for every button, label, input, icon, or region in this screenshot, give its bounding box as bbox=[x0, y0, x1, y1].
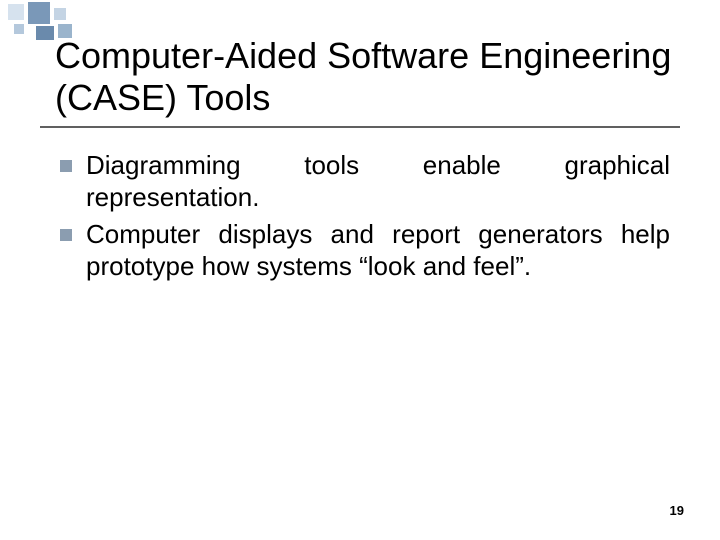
decor-square bbox=[28, 2, 50, 24]
decor-square bbox=[54, 8, 66, 20]
decor-square bbox=[14, 24, 24, 34]
decor-square bbox=[36, 26, 54, 40]
bullet-text: Diagramming tools enable graphical repre… bbox=[86, 150, 670, 213]
bullet-item: Diagramming tools enable graphical repre… bbox=[60, 150, 670, 213]
page-number: 19 bbox=[670, 503, 684, 518]
bullet-square-icon bbox=[60, 229, 72, 241]
title-underline bbox=[40, 126, 680, 128]
bullet-item: Computer displays and report generators … bbox=[60, 219, 670, 282]
slide-title: Computer-Aided Software Engineering (CAS… bbox=[55, 35, 680, 120]
slide-body: Diagramming tools enable graphical repre… bbox=[60, 150, 670, 289]
bullet-square-icon bbox=[60, 160, 72, 172]
decor-square bbox=[8, 4, 24, 20]
bullet-text: Computer displays and report generators … bbox=[86, 219, 670, 282]
